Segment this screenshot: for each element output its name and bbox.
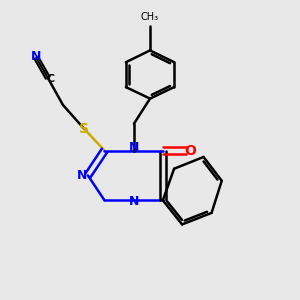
Text: CH₃: CH₃ <box>141 12 159 22</box>
Text: C: C <box>46 74 55 84</box>
Text: N: N <box>129 195 139 208</box>
Text: N: N <box>31 50 41 63</box>
Text: N: N <box>129 141 139 154</box>
Text: O: O <box>184 143 196 158</box>
Text: S: S <box>80 122 89 136</box>
Text: N: N <box>77 169 87 182</box>
